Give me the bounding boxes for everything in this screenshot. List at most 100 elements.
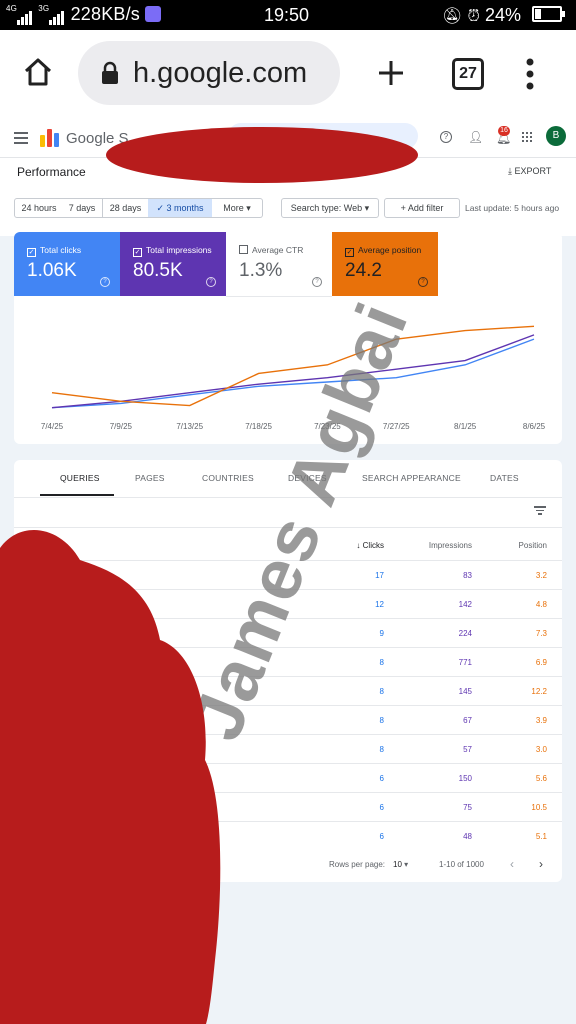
- home-icon[interactable]: [22, 56, 54, 88]
- metric-average-position[interactable]: ✓ Average position 24.2 ?: [332, 232, 438, 296]
- rows-per-page-value: 10: [393, 860, 402, 869]
- impressions-cell: 145: [458, 687, 472, 696]
- column-header-impressions[interactable]: Impressions: [428, 541, 472, 550]
- clicks-cell: 8: [379, 658, 384, 667]
- rows-per-page-select[interactable]: 10 ▾: [393, 860, 408, 869]
- metric-label: ✓ Average position: [345, 245, 421, 257]
- table-row[interactable]: 6 150 5.6: [14, 763, 562, 793]
- help-icon[interactable]: ?: [440, 131, 452, 143]
- checkbox-checked-icon: ✓: [345, 248, 354, 257]
- table-row[interactable]: 9 224 7.3: [14, 618, 562, 648]
- table-row[interactable]: 8 67 3.9: [14, 705, 562, 735]
- check-icon: ✓: [156, 203, 167, 213]
- position-cell: 3.9: [535, 716, 547, 725]
- table-row[interactable]: 8 145 12.2: [14, 676, 562, 706]
- app-header: Google S ? 👤︎ 🔔︎ 16 B Performance ⤓ EXPO…: [0, 118, 576, 236]
- new-tab-icon[interactable]: [376, 58, 406, 88]
- last-update-text: Last update: 5 hours ago: [465, 203, 560, 213]
- column-header-clicks-label: Clicks: [362, 541, 384, 550]
- search-type-label: Search type: Web: [290, 203, 363, 213]
- metric-label: ✓ Total impressions: [133, 245, 212, 257]
- range-chip-more[interactable]: More ▾: [212, 198, 263, 218]
- tab-dates[interactable]: DATES: [490, 473, 519, 483]
- next-page-icon[interactable]: ›: [539, 857, 543, 871]
- clicks-cell: 12: [375, 600, 384, 609]
- tab-search-appearance[interactable]: SEARCH APPEARANCE: [362, 473, 461, 483]
- x-tick-label: 8/1/25: [454, 422, 477, 431]
- help-icon[interactable]: ?: [418, 277, 428, 287]
- position-cell: 5.1: [535, 832, 547, 841]
- property-selector[interactable]: [228, 123, 418, 149]
- column-header-position[interactable]: Position: [518, 541, 547, 550]
- table-row[interactable]: 6 48 5.1: [14, 821, 562, 851]
- impressions-cell: 83: [463, 571, 472, 580]
- alarm-icon: ⏰︎: [467, 8, 480, 25]
- status-bar: 4G 3G 228KB/s 19:50 🔕︎ ⏰︎ 24%: [0, 0, 576, 30]
- address-bar[interactable]: h.google.com: [78, 41, 340, 105]
- table-row[interactable]: 6 75 10.5: [14, 792, 562, 822]
- metric-total-clicks[interactable]: ✓ Total clicks 1.06K ?: [14, 232, 120, 296]
- sort-down-icon: ↓: [356, 541, 363, 550]
- tab-queries[interactable]: QUERIES: [60, 473, 100, 483]
- vpn-icon: [145, 6, 162, 22]
- x-tick-label: 7/18/25: [245, 422, 272, 431]
- table-row[interactable]: 17 83 3.2: [14, 560, 562, 590]
- x-tick-label: 7/4/25: [41, 422, 64, 431]
- network-indicator: 4G 3G 228KB/s: [6, 4, 162, 25]
- range-chip-3m-label: 3 months: [166, 203, 204, 213]
- position-cell: 6.9: [535, 658, 547, 667]
- help-icon[interactable]: ?: [100, 277, 110, 287]
- tab-devices[interactable]: DEVICES: [288, 473, 327, 483]
- table-row[interactable]: 8 771 6.9: [14, 647, 562, 677]
- impressions-cell: 224: [458, 629, 472, 638]
- column-header-clicks[interactable]: ↓ Clicks: [356, 541, 384, 550]
- metric-total-impressions[interactable]: ✓ Total impressions 80.5K ?: [120, 232, 226, 296]
- manage-users-icon[interactable]: 👤︎: [468, 130, 484, 144]
- tab-countries[interactable]: COUNTRIES: [202, 473, 254, 483]
- tab-switcher-button[interactable]: 27: [452, 58, 484, 90]
- metric-value: 1.06K: [27, 260, 77, 281]
- clock: 19:50: [264, 5, 310, 25]
- range-more-label: More: [223, 203, 244, 213]
- metric-value: 24.2: [345, 260, 382, 281]
- metric-average-ctr[interactable]: Average CTR 1.3% ?: [226, 232, 332, 297]
- checkbox-unchecked-icon: [239, 245, 248, 254]
- table-row[interactable]: 12 142 4.8: [14, 589, 562, 619]
- x-tick-label: 7/13/25: [176, 422, 203, 431]
- range-chip-3m[interactable]: ✓ 3 months: [148, 198, 213, 218]
- help-icon[interactable]: ?: [206, 277, 216, 287]
- range-chip-7d[interactable]: 7 days: [62, 198, 103, 218]
- export-label: EXPORT: [514, 166, 552, 176]
- prev-page-icon[interactable]: ‹: [510, 857, 514, 871]
- battery-indicator: 🔕︎ ⏰︎ 24%: [442, 5, 565, 26]
- chevron-down-icon: ▾: [246, 203, 251, 213]
- app-logo-text: Google S: [66, 130, 129, 147]
- rows-per-page-label: Rows per page:: [329, 860, 386, 869]
- clicks-cell: 6: [379, 832, 384, 841]
- impressions-cell: 142: [458, 600, 472, 609]
- range-chip-24h[interactable]: 24 hours: [14, 198, 64, 218]
- add-filter-button[interactable]: + Add filter: [384, 198, 460, 218]
- help-icon[interactable]: ?: [312, 277, 322, 287]
- table-row[interactable]: 8 57 3.0: [14, 734, 562, 764]
- impressions-cell: 67: [463, 716, 472, 725]
- clicks-cell: 8: [379, 716, 384, 725]
- position-cell: 3.0: [535, 745, 547, 754]
- impressions-cell: 75: [463, 803, 472, 812]
- clicks-cell: 8: [379, 687, 384, 696]
- more-vert-icon[interactable]: [524, 58, 536, 90]
- tab-pages[interactable]: PAGES: [135, 473, 165, 483]
- query-text[interactable]: ersity abuja: [60, 571, 101, 580]
- search-type-filter[interactable]: Search type: Web ▾: [281, 198, 379, 218]
- clicks-cell: 6: [379, 774, 384, 783]
- menu-icon[interactable]: [14, 132, 28, 144]
- signal-icon: [17, 4, 33, 25]
- filter-rows-icon[interactable]: [534, 506, 546, 515]
- chevron-down-icon: ▾: [404, 860, 409, 869]
- metric-label-text: Total clicks: [40, 245, 82, 255]
- apps-grid-icon[interactable]: [522, 132, 532, 142]
- avatar[interactable]: B: [546, 126, 566, 146]
- metric-label: ✓ Total clicks: [27, 245, 81, 257]
- export-button[interactable]: ⤓ EXPORT: [508, 166, 551, 177]
- range-chip-28d[interactable]: 28 days: [103, 198, 149, 218]
